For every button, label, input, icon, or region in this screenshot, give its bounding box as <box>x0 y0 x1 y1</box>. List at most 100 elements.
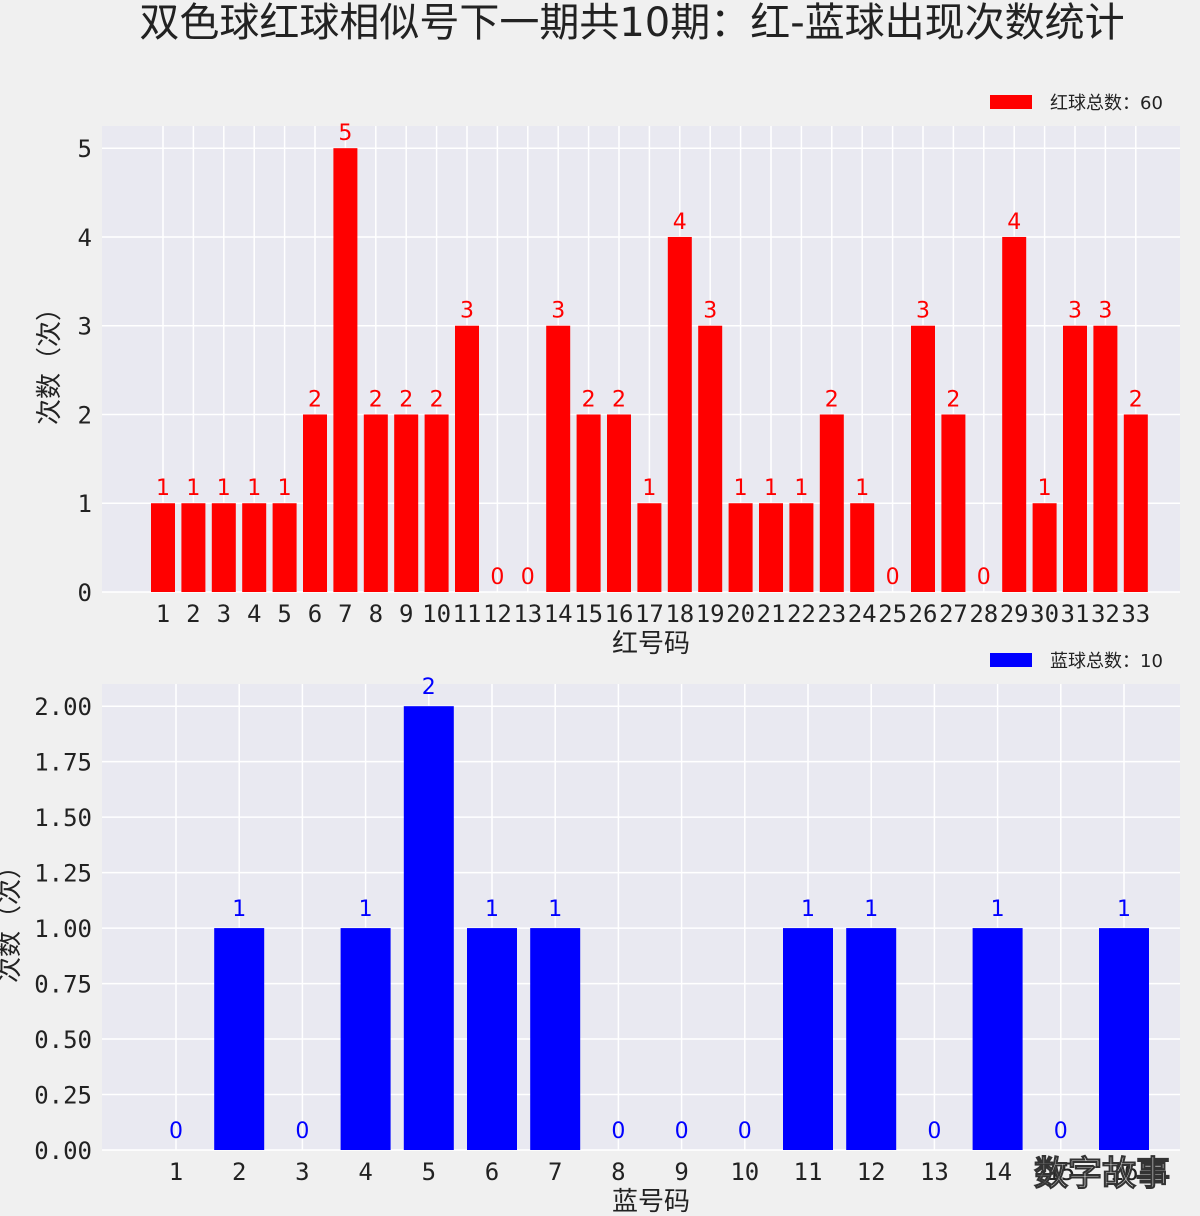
red-x-tick-label: 3 <box>217 600 231 628</box>
red-bar-value-label: 2 <box>825 387 839 412</box>
chart-title: 双色球红球相似号下一期共10期：红-蓝球出现次数统计 <box>139 0 1124 46</box>
red-bar <box>546 325 571 592</box>
blue-bar <box>783 928 833 1150</box>
red-x-tick-label: 28 <box>969 600 998 628</box>
blue-x-tick-label: 10 <box>730 1158 759 1186</box>
red-x-tick-label: 12 <box>483 600 512 628</box>
blue-legend-swatch <box>990 653 1032 667</box>
red-bar-value-label: 3 <box>916 299 930 324</box>
blue-bar-value-label: 0 <box>611 1119 625 1144</box>
red-bar-value-label: 5 <box>338 121 352 146</box>
red-bar <box>819 414 844 592</box>
blue-bar <box>1099 928 1149 1150</box>
red-bar <box>759 503 783 592</box>
red-bar-value-label: 4 <box>1007 210 1021 235</box>
red-bar-value-label: 1 <box>247 476 261 501</box>
red-x-tick-label: 25 <box>878 600 907 628</box>
red-bar <box>151 503 175 592</box>
red-bar <box>394 414 419 592</box>
red-x-tick-label: 24 <box>848 600 877 628</box>
blue-x-tick-label: 1 <box>169 1158 183 1186</box>
blue-bar-value-label: 1 <box>801 897 815 922</box>
red-x-tick-label: 21 <box>757 600 786 628</box>
red-bar-value-label: 1 <box>217 476 231 501</box>
red-bar <box>363 414 388 592</box>
red-x-tick-label: 18 <box>665 600 694 628</box>
blue-y-axis-label: 次数（次） <box>0 853 25 983</box>
red-bar-value-label: 3 <box>703 299 717 324</box>
red-y-tick-label: 2 <box>78 401 92 429</box>
red-x-tick-label: 13 <box>513 600 542 628</box>
blue-bar-value-label: 0 <box>295 1119 309 1144</box>
red-bar <box>424 414 449 592</box>
red-x-tick-label: 1 <box>156 600 170 628</box>
blue-x-tick-label: 14 <box>983 1158 1012 1186</box>
blue-bar <box>214 928 265 1150</box>
red-bar-value-label: 3 <box>1098 299 1112 324</box>
red-bar-value-label: 1 <box>734 476 748 501</box>
red-x-tick-label: 10 <box>422 600 451 628</box>
blue-y-tick-label: 0.00 <box>34 1137 92 1165</box>
red-bar <box>607 414 631 592</box>
red-bar-value-label: 3 <box>460 299 474 324</box>
blue-bar-value-label: 1 <box>991 897 1005 922</box>
blue-bar-value-label: 0 <box>1054 1119 1068 1144</box>
red-bar-value-label: 2 <box>369 387 383 412</box>
blue-y-tick-label: 0.50 <box>34 1026 92 1054</box>
red-bar-value-label: 1 <box>156 476 170 501</box>
blue-x-tick-label: 12 <box>857 1158 886 1186</box>
blue-y-tick-label: 1.00 <box>34 915 92 943</box>
red-x-tick-label: 11 <box>453 600 482 628</box>
blue-x-tick-label: 11 <box>794 1158 823 1186</box>
blue-bar-value-label: 0 <box>738 1119 752 1144</box>
red-x-axis-label: 红号码 <box>612 629 690 659</box>
blue-bar-value-label: 0 <box>169 1119 183 1144</box>
blue-bar <box>846 928 897 1150</box>
red-bar <box>272 503 297 592</box>
red-bar-value-label: 1 <box>764 476 778 501</box>
red-x-tick-label: 5 <box>277 600 291 628</box>
red-bar <box>1002 236 1027 592</box>
red-bar-value-label: 2 <box>1129 387 1143 412</box>
red-bar <box>242 503 267 592</box>
red-x-tick-label: 23 <box>817 600 846 628</box>
red-bar-value-label: 2 <box>399 387 413 412</box>
blue-x-tick-label: 8 <box>611 1158 625 1186</box>
blue-x-tick-label: 3 <box>295 1158 309 1186</box>
blue-bar-value-label: 1 <box>864 897 878 922</box>
red-x-tick-label: 26 <box>909 600 938 628</box>
blue-y-tick-label: 1.75 <box>34 749 92 777</box>
red-bar-value-label: 1 <box>186 476 200 501</box>
red-bar <box>1093 325 1118 592</box>
red-bar-value-label: 0 <box>977 565 991 590</box>
red-bar <box>667 236 692 592</box>
red-x-tick-label: 22 <box>787 600 816 628</box>
blue-legend-label: 蓝球总数：10 <box>1050 651 1163 672</box>
red-x-tick-label: 16 <box>605 600 634 628</box>
blue-bar-value-label: 1 <box>1117 897 1131 922</box>
red-x-tick-label: 19 <box>696 600 725 628</box>
blue-bar <box>972 928 1023 1150</box>
red-bar-value-label: 1 <box>855 476 869 501</box>
red-x-tick-label: 9 <box>399 600 413 628</box>
red-bar-value-label: 3 <box>1068 299 1082 324</box>
blue-x-tick-label: 4 <box>358 1158 372 1186</box>
red-bar <box>941 414 966 592</box>
red-bar <box>333 148 358 592</box>
red-y-axis-label: 次数（次） <box>35 295 65 425</box>
red-bar-value-label: 2 <box>946 387 960 412</box>
blue-bar-value-label: 1 <box>485 897 499 922</box>
red-x-tick-label: 2 <box>186 600 200 628</box>
red-bar <box>850 503 875 592</box>
red-bar <box>576 414 601 592</box>
red-bar-value-label: 1 <box>794 476 808 501</box>
red-x-tick-label: 15 <box>574 600 603 628</box>
red-bar <box>698 325 723 592</box>
red-bar-value-label: 0 <box>886 565 900 590</box>
red-bar-value-label: 4 <box>673 210 687 235</box>
red-bar-value-label: 1 <box>278 476 292 501</box>
red-x-tick-label: 32 <box>1091 600 1120 628</box>
red-bar-value-label: 1 <box>1038 476 1052 501</box>
blue-x-tick-label: 16 <box>1110 1158 1139 1186</box>
